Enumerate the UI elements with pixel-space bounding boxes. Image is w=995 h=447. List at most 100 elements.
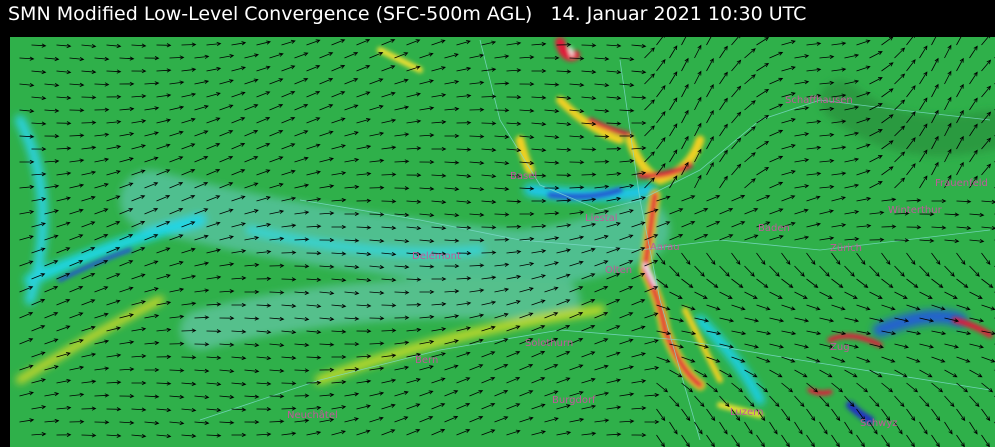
wind-arrow bbox=[181, 117, 196, 124]
wind-arrow bbox=[781, 330, 797, 336]
wind-arrow bbox=[769, 77, 784, 85]
wind-arrow bbox=[206, 275, 222, 280]
wind-arrow bbox=[544, 364, 559, 371]
wind-arrow bbox=[456, 225, 472, 230]
wind-arrow bbox=[419, 289, 435, 294]
wind-arrow bbox=[381, 199, 397, 204]
wind-arrow bbox=[206, 195, 221, 202]
wind-arrow bbox=[244, 236, 260, 241]
wind-arrow bbox=[269, 209, 285, 215]
wind-arrow bbox=[294, 237, 310, 242]
wind-arrow bbox=[656, 221, 671, 228]
wind-arrow bbox=[794, 132, 810, 137]
wind-arrow bbox=[106, 326, 121, 332]
wind-arrow bbox=[794, 208, 809, 215]
wind-arrow bbox=[781, 278, 794, 289]
wind-arrow bbox=[156, 433, 172, 439]
wind-arrow bbox=[381, 277, 397, 282]
wind-arrow bbox=[444, 106, 460, 112]
wind-arrow bbox=[969, 265, 980, 277]
wind-arrow bbox=[656, 304, 671, 311]
wind-arrow bbox=[531, 121, 547, 127]
wind-arrow bbox=[331, 303, 347, 309]
wind-arrow bbox=[294, 368, 310, 373]
wind-arrow bbox=[956, 278, 969, 289]
wind-arrow bbox=[531, 299, 546, 306]
wind-arrow bbox=[506, 274, 522, 280]
wind-arrow bbox=[919, 421, 928, 435]
wind-arrow bbox=[294, 264, 310, 269]
wind-arrow bbox=[981, 252, 991, 266]
wind-arrow bbox=[481, 250, 497, 255]
wind-arrow bbox=[119, 132, 135, 137]
wind-arrow bbox=[119, 81, 135, 87]
wind-arrow bbox=[581, 247, 596, 254]
wind-arrow bbox=[606, 171, 622, 177]
wind-arrow bbox=[969, 317, 985, 323]
wind-arrow bbox=[406, 302, 422, 307]
wind-arrow bbox=[881, 330, 897, 336]
wind-arrow bbox=[956, 408, 966, 422]
wind-arrow bbox=[269, 52, 284, 59]
wind-arrow bbox=[769, 317, 785, 323]
wind-arrow bbox=[694, 208, 709, 215]
wind-arrow bbox=[194, 315, 210, 320]
wind-arrow bbox=[744, 265, 755, 277]
wind-arrow bbox=[431, 251, 447, 256]
wind-arrow bbox=[281, 196, 297, 202]
wind-arrow bbox=[94, 260, 109, 267]
wind-arrow bbox=[31, 432, 47, 437]
wind-arrow bbox=[581, 69, 597, 74]
wind-arrow bbox=[594, 234, 609, 241]
wind-arrow bbox=[81, 247, 96, 254]
wind-arrow bbox=[156, 68, 172, 73]
wind-arrow bbox=[119, 286, 134, 293]
wind-arrow bbox=[919, 291, 933, 299]
wind-arrow bbox=[131, 144, 147, 150]
wind-arrow bbox=[906, 408, 916, 422]
wind-arrow bbox=[581, 404, 597, 410]
wind-arrow bbox=[631, 146, 647, 151]
wind-arrow bbox=[769, 421, 778, 435]
wind-arrow bbox=[844, 157, 860, 163]
wind-arrow bbox=[594, 56, 610, 61]
wind-arrow bbox=[19, 108, 35, 114]
wind-arrow bbox=[406, 378, 421, 384]
wind-arrow bbox=[369, 238, 385, 243]
wind-arrow bbox=[244, 419, 260, 425]
wind-arrow bbox=[944, 148, 952, 163]
wind-arrow bbox=[556, 42, 572, 47]
wind-arrow bbox=[844, 395, 855, 408]
wind-arrow bbox=[256, 276, 272, 281]
wind-arrow bbox=[481, 199, 497, 204]
wind-arrow bbox=[844, 265, 855, 277]
place-label: Liestal bbox=[585, 213, 618, 224]
wind-arrow bbox=[306, 117, 321, 124]
wind-arrow bbox=[306, 277, 322, 282]
wind-arrow bbox=[856, 278, 869, 289]
wind-arrow bbox=[794, 343, 809, 349]
wind-arrow bbox=[406, 199, 422, 204]
wind-arrow bbox=[731, 37, 741, 46]
wind-arrow bbox=[194, 394, 210, 400]
wind-arrow bbox=[131, 43, 147, 48]
wind-arrow bbox=[631, 352, 647, 358]
wind-arrow bbox=[669, 421, 678, 435]
wind-arrow bbox=[31, 222, 47, 228]
wind-arrow bbox=[281, 65, 296, 72]
wind-arrow bbox=[644, 234, 659, 241]
wind-arrow bbox=[556, 430, 572, 436]
wind-arrow bbox=[669, 45, 678, 59]
wind-arrow bbox=[581, 273, 596, 280]
wind-arrow bbox=[694, 343, 709, 349]
wind-arrow bbox=[256, 117, 271, 124]
wind-arrow bbox=[969, 212, 985, 217]
wind-arrow bbox=[731, 252, 741, 266]
wind-arrow bbox=[819, 236, 835, 241]
wind-arrow bbox=[856, 39, 871, 46]
wind-arrow bbox=[69, 208, 84, 215]
wind-arrow bbox=[569, 56, 585, 61]
wind-arrow bbox=[281, 381, 297, 386]
wind-arrow bbox=[181, 274, 197, 280]
wind-arrow bbox=[219, 420, 235, 425]
